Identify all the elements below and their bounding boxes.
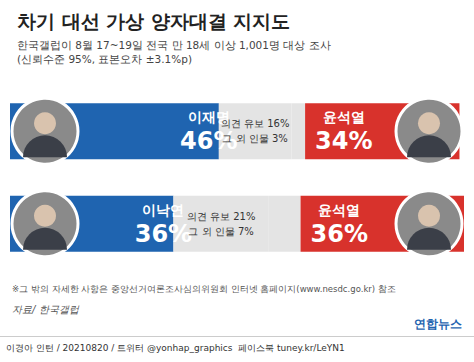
svg-text:46%: 46% — [180, 127, 238, 156]
svg-text:이낙연: 이낙연 — [142, 202, 184, 218]
svg-text:그 외 인물 3%: 그 외 인물 3% — [222, 133, 287, 144]
svg-text:자료/ 한국갤럽: 자료/ 한국갤럽 — [12, 304, 80, 315]
svg-text:의견 유보 16%: 의견 유보 16% — [221, 118, 290, 129]
svg-text:한국갤럽이 8월 17~19일 전국 만 18세 이상 1,: 한국갤럽이 8월 17~19일 전국 만 18세 이상 1,001명 대상 조사 — [17, 39, 331, 51]
svg-text:의견 유보 21%: 의견 유보 21% — [187, 211, 256, 222]
svg-text:윤석열: 윤석열 — [323, 109, 365, 125]
svg-text:이재명: 이재명 — [187, 109, 230, 126]
svg-text:차기 대선 가상 양자대결 지지도: 차기 대선 가상 양자대결 지지도 — [17, 10, 290, 32]
svg-text:이경아 인턴 / 20210820 / 트위터 @yonha: 이경아 인턴 / 20210820 / 트위터 @yonhap_graphics… — [6, 343, 345, 353]
svg-text:연합뉴스: 연합뉴스 — [414, 317, 462, 331]
svg-text:(신뢰수준 95%, 표본오차 ±3.1%p): (신뢰수준 95%, 표본오차 ±3.1%p) — [17, 53, 192, 65]
svg-text:그 외 인물 7%: 그 외 인물 7% — [188, 226, 253, 237]
svg-text:36%: 36% — [311, 220, 368, 248]
svg-text:윤석열: 윤석열 — [318, 202, 360, 218]
svg-text:36%: 36% — [135, 220, 192, 248]
svg-text:34%: 34% — [315, 127, 372, 155]
svg-text:※그 밖의 자세한 사항은 중앙선거여론조사심의위원회 인터: ※그 밖의 자세한 사항은 중앙선거여론조사심의위원회 인터넷 홈페이지(www… — [12, 284, 396, 294]
